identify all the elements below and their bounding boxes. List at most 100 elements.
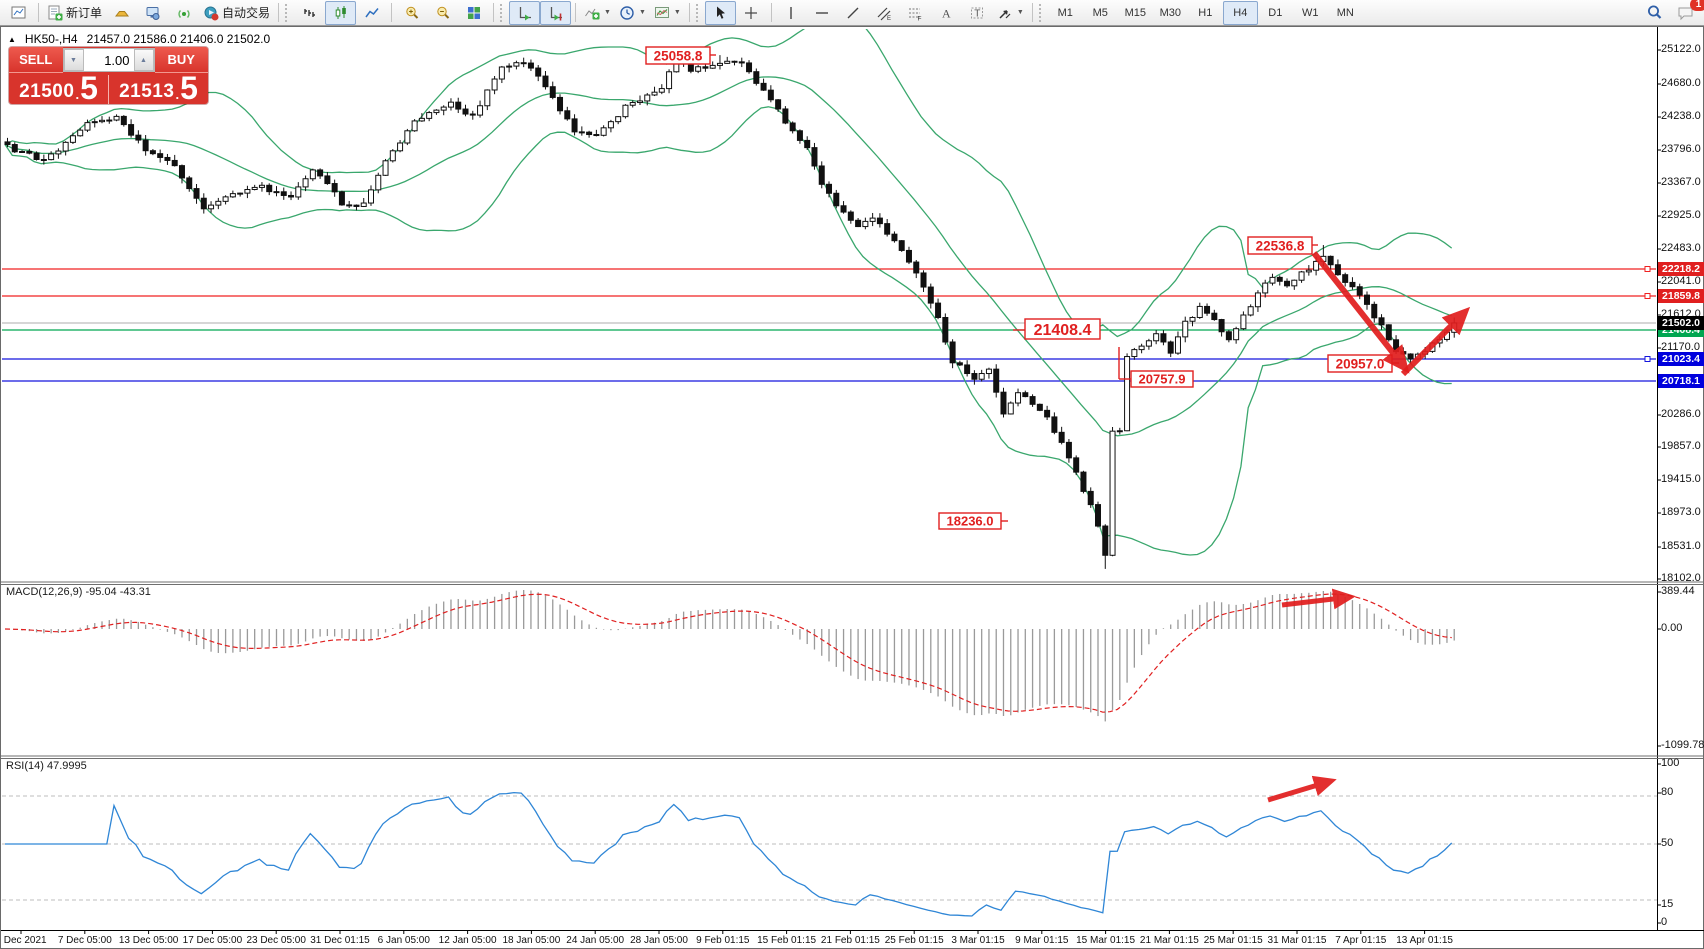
channel-tool-button[interactable]: E — [869, 1, 900, 25]
chart-window-icon — [11, 5, 27, 21]
line-chart-button[interactable] — [356, 1, 387, 25]
time-tick-label: 17 Dec 05:00 — [182, 935, 243, 946]
volume-decrease-button[interactable]: ▼ — [63, 49, 84, 71]
auto-scroll-icon — [517, 5, 533, 21]
fibonacci-icon: F — [907, 5, 923, 21]
tf-m15-button[interactable]: M15 — [1124, 6, 1146, 19]
time-tick-label: 9 Mar 01:15 — [1015, 935, 1069, 946]
time-tick-label: 6 Jan 05:00 — [377, 935, 430, 946]
zoom-out-icon — [435, 5, 451, 21]
toolbar-grip[interactable] — [285, 3, 290, 22]
indicators-button[interactable]: ▼ — [580, 1, 615, 25]
notifications-button[interactable]: 1 — [1670, 0, 1704, 25]
one-click-trading-panel: SELL ▼ ▲ BUY 21500.5 21513.5 — [9, 47, 208, 104]
tf-h1-button[interactable]: H1 — [1198, 6, 1213, 19]
price-tick-label: 0 — [1661, 916, 1668, 928]
separator — [391, 3, 393, 22]
price-tick-label: 21170.0 — [1661, 341, 1700, 353]
signals-button[interactable] — [168, 1, 199, 25]
separator — [493, 3, 495, 22]
price-divider — [108, 75, 109, 104]
price-tick-label: 100 — [1661, 757, 1680, 769]
search-button[interactable] — [1639, 1, 1670, 25]
price-tick-label: 24680.0 — [1661, 77, 1701, 89]
price-annotation: 18236.0 — [938, 512, 1008, 530]
periods-button[interactable]: ▼ — [615, 1, 650, 25]
crosshair-tool-button[interactable] — [736, 1, 767, 25]
tf-w1-button[interactable]: W1 — [1302, 6, 1319, 19]
buy-price[interactable]: 21513. 5 — [119, 70, 198, 104]
horizontal-line-tool-button[interactable] — [807, 1, 838, 25]
toolbar-grip[interactable] — [695, 3, 701, 22]
cursor-tool-button[interactable] — [704, 0, 736, 25]
toolbar-grip[interactable] — [500, 3, 505, 22]
tf-m1-button[interactable]: M1 — [1057, 6, 1073, 19]
time-tick-label: 15 Mar 01:15 — [1076, 935, 1136, 946]
tile-windows-button[interactable] — [458, 1, 489, 25]
toolbar-grip[interactable] — [1038, 3, 1044, 22]
auto-scroll-button[interactable] — [509, 0, 541, 25]
time-tick-label: 7 Dec 05:00 — [57, 935, 112, 946]
tf-h4-button[interactable]: H4 — [1222, 0, 1258, 25]
time-tick-label: 13 Dec 05:00 — [118, 935, 179, 946]
tf-mn-button[interactable]: MN — [1336, 6, 1354, 19]
time-tick-label: 15 Feb 01:15 — [757, 935, 817, 946]
time-tick-label: 18 Jan 05:00 — [502, 935, 561, 946]
vertical-line-tool-button[interactable] — [776, 1, 807, 25]
time-tick-label: 28 Jan 05:00 — [630, 935, 688, 946]
chart-window-button[interactable] — [3, 1, 34, 25]
vertical-line-icon — [783, 5, 799, 21]
rsi-indicator-label: RSI(14) 47.9995 — [6, 760, 87, 772]
market-watch-button[interactable] — [106, 1, 137, 25]
terminal-button[interactable] — [137, 1, 168, 25]
rsi-line — [5, 791, 1453, 917]
zoom-in-button[interactable] — [396, 1, 427, 25]
sell-button[interactable]: SELL — [9, 47, 63, 73]
label-tool-button[interactable]: T — [962, 1, 993, 25]
volume-input[interactable] — [83, 49, 134, 71]
price-tick-label: 23796.0 — [1661, 143, 1701, 155]
buy-button[interactable]: BUY — [154, 47, 208, 73]
tf-m5-button[interactable]: M5 — [1092, 6, 1108, 19]
chart-canvas[interactable]: 25058.8 22536.8 21408.4 20757.9 20957.0 18236… — [1, 27, 1704, 949]
separator — [688, 3, 690, 22]
collapse-panel-icon[interactable]: ▲ — [8, 34, 16, 44]
templates-button[interactable]: ▼ — [650, 1, 685, 25]
toolbar: 新订单 自动交易 ▼ ▼ ▼ E F A — [0, 0, 1704, 26]
new-order-button[interactable]: 新订单 — [43, 1, 106, 25]
volume-increase-button[interactable]: ▲ — [133, 49, 154, 71]
svg-text:21408.4: 21408.4 — [1034, 322, 1092, 339]
price-annotation: 22536.8 — [1247, 236, 1318, 255]
price-tick-label: 22483.0 — [1661, 242, 1701, 254]
price-tick-label: 22925.0 — [1661, 209, 1701, 221]
macd-signal-line — [4, 593, 1452, 713]
tf-m30-button[interactable]: M30 — [1159, 6, 1181, 19]
price-tick-label: 22041.0 — [1661, 275, 1701, 287]
price-level-lines — [2, 266, 1656, 382]
symbol-period-label: HK50-,H4 — [24, 32, 78, 46]
channel-icon: E — [876, 5, 892, 21]
svg-text:A: A — [942, 6, 951, 20]
horizontal-line-icon — [814, 5, 830, 21]
chart-window: 25058.8 22536.8 21408.4 20757.9 20957.0 18236… — [0, 26, 1704, 949]
price-tick-label: 18102.0 — [1661, 572, 1701, 584]
separator — [278, 3, 280, 22]
shapes-tool-button[interactable]: ▼ — [993, 1, 1028, 25]
autotrading-button[interactable]: 自动交易 — [199, 1, 274, 25]
sell-price[interactable]: 21500. 5 — [19, 70, 98, 104]
price-tick-label: 19857.0 — [1661, 440, 1701, 452]
tile-windows-icon — [466, 5, 482, 21]
new-order-label: 新订单 — [66, 6, 103, 20]
tf-d1-button[interactable]: D1 — [1268, 6, 1283, 19]
zoom-out-button[interactable] — [427, 1, 458, 25]
separator — [38, 3, 39, 22]
bar-chart-button[interactable] — [294, 1, 325, 25]
trendline-tool-button[interactable] — [838, 1, 869, 25]
candlestick-chart-button[interactable] — [325, 0, 357, 25]
fibonacci-tool-button[interactable]: F — [900, 1, 931, 25]
chart-shift-button[interactable] — [540, 0, 572, 25]
text-tool-button[interactable]: A — [931, 1, 962, 25]
time-tick-label: 12 Jan 05:00 — [438, 935, 497, 946]
bollinger-bands — [4, 29, 1453, 556]
